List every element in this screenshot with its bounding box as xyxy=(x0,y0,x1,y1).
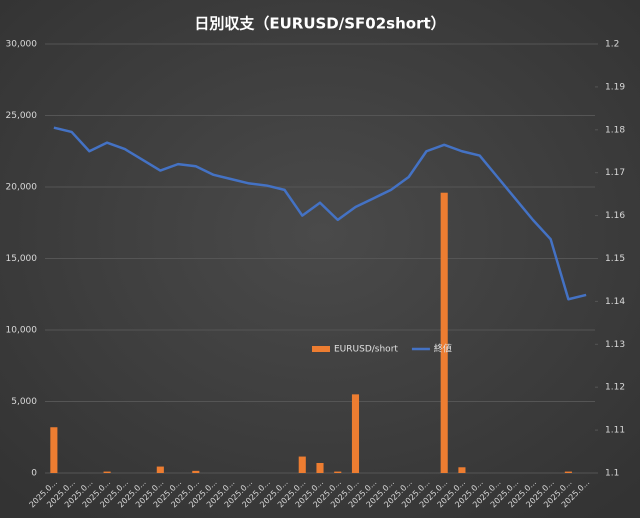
y2-tick-label: 1.14 xyxy=(605,297,625,307)
legend-swatch xyxy=(312,346,330,352)
y-tick-label: 10,000 xyxy=(6,326,38,336)
y2-tick-label: 1.11 xyxy=(605,426,625,436)
bar xyxy=(156,466,164,473)
bar xyxy=(316,462,324,473)
bar xyxy=(334,471,342,473)
bar xyxy=(298,456,306,473)
y2-tick-label: 1.17 xyxy=(605,168,625,178)
y2-tick-label: 1.12 xyxy=(605,383,625,393)
bar xyxy=(192,470,200,473)
y2-tick-label: 1.13 xyxy=(605,340,625,350)
y-tick-label: 30,000 xyxy=(6,40,38,50)
y-tick-label: 15,000 xyxy=(6,254,38,264)
y-tick-label: 25,000 xyxy=(6,111,38,121)
y2-tick-label: 1.2 xyxy=(605,40,619,50)
bar xyxy=(440,192,448,473)
bar xyxy=(103,471,111,473)
line xyxy=(53,126,587,301)
y2-tick-label: 1.16 xyxy=(605,211,625,221)
legend-label: EURUSD/short xyxy=(334,345,398,355)
bar xyxy=(351,394,360,473)
y2-tick-label: 1.1 xyxy=(605,469,619,479)
y2-tick-label: 1.15 xyxy=(605,254,625,264)
y2-tick-label: 1.18 xyxy=(605,125,625,135)
y-tick-label: 20,000 xyxy=(6,183,38,193)
bar xyxy=(564,471,572,473)
bar xyxy=(458,467,466,473)
y2-tick-label: 1.19 xyxy=(605,82,625,92)
y-tick-label: 0 xyxy=(31,469,37,479)
legend-label: 終値 xyxy=(434,343,452,355)
bar xyxy=(50,427,58,473)
y-tick-label: 5,000 xyxy=(11,397,37,407)
chart-title: 日別収支（EURUSD/SF02short） xyxy=(194,15,445,33)
